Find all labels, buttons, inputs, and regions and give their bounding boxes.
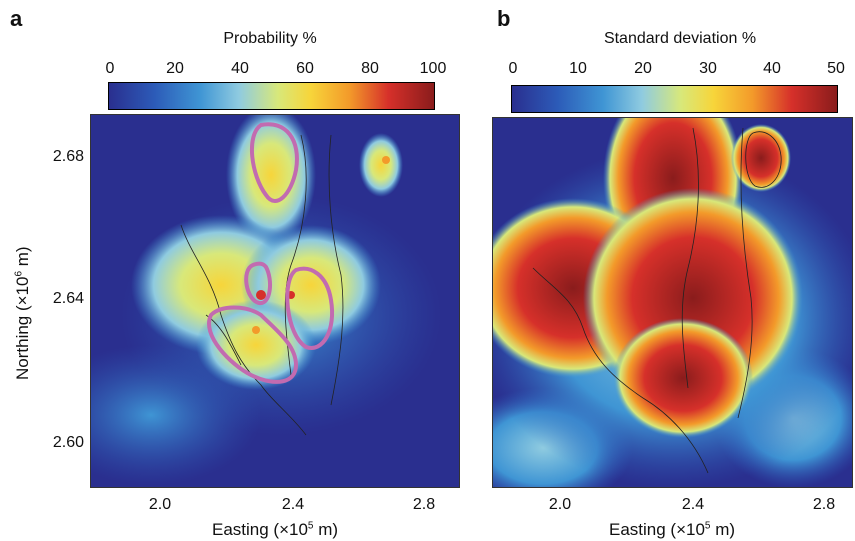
panel-a-xtick: 2.0: [148, 496, 172, 513]
panel-a-xlabel-exponent: 5: [307, 520, 314, 532]
panel-a-colorbar: [108, 82, 435, 110]
panel-a-outline: [249, 122, 299, 203]
panel-a-river: [328, 134, 344, 406]
panel-b-heatmap-svg: [493, 118, 852, 487]
panel-a-colorbar-tick: 60: [296, 60, 314, 77]
panel-b-river: [681, 127, 699, 389]
panel-a-river: [284, 134, 307, 376]
panel-a-xlabel-tail: m): [313, 520, 339, 539]
panel-a-ytick: 2.68: [52, 148, 84, 165]
panel-a-xlabel-main: Easting (×10: [211, 520, 308, 539]
panel-a-heatmap: [90, 114, 460, 488]
panel-b-river: [745, 131, 782, 188]
panel-b-xtick: 2.0: [548, 496, 572, 513]
panel-b-colorbar-tick: 50: [827, 60, 845, 77]
panel-a-ylabel-exponent: 6: [13, 270, 25, 277]
panel-a-ylabel-tail: m): [13, 246, 32, 271]
panel-b-letter: b: [497, 6, 511, 31]
panel-b-xtick: 2.4: [681, 496, 705, 513]
panel-b-xlabel: Easting (×105 m): [609, 520, 735, 540]
panel-b-river: [737, 127, 753, 419]
panel-a-hotspot: [382, 156, 390, 164]
panel-a-hotspot: [256, 290, 266, 300]
panel-b-colorbar-title: Standard deviation %: [603, 30, 757, 47]
panel-a-ytick: 2.64: [52, 290, 84, 307]
panel-a-colorbar-tick: 100: [419, 60, 447, 77]
panel-a-colorbar-tick: 20: [166, 60, 184, 77]
panel-b-xlabel-main: Easting (×10: [608, 520, 705, 539]
panel-b-colorbar-tick: 10: [569, 60, 587, 77]
panel-a-outline: [207, 305, 299, 384]
panel-b-xlabel-tail: m): [710, 520, 736, 539]
panel-a-ylabel: Northing (×106 m): [13, 246, 33, 380]
panel-a-colorbar-tick: 80: [361, 60, 379, 77]
panel-a-xlabel: Easting (×105 m): [212, 520, 338, 540]
panel-a-ytick: 2.60: [52, 434, 84, 451]
panel-a-xtick: 2.8: [412, 496, 436, 513]
panel-b-region-south: [613, 318, 753, 438]
panel-b-region-ne: [731, 124, 791, 192]
panel-b-colorbar-tick: 0: [508, 60, 518, 77]
panel-b-river: [532, 267, 709, 474]
panel-a-colorbar-title: Probability %: [223, 30, 317, 47]
panel-b-colorbar-tick: 30: [699, 60, 717, 77]
panel-b-colorbar-tick: 20: [634, 60, 652, 77]
panel-a-hotspot: [252, 326, 260, 334]
panel-a-ylabel-main: Northing (×10: [13, 276, 32, 380]
panel-a-outline: [285, 266, 335, 350]
panel-a-letter: a: [10, 6, 23, 31]
panel-a-xtick: 2.4: [281, 496, 305, 513]
panel-a-outline: [244, 261, 273, 305]
panel-a-colorbar-tick: 0: [105, 60, 115, 77]
panel-a-river: [180, 224, 307, 436]
panel-a-heatmap-svg: [91, 115, 459, 487]
panel-a-region-ne: [359, 133, 403, 197]
panel-b-xlabel-exponent: 5: [704, 520, 711, 532]
panel-b-heatmap: [492, 117, 853, 488]
panel-b-xtick: 2.8: [812, 496, 836, 513]
panel-b-colorbar-tick: 40: [763, 60, 781, 77]
panel-a-colorbar-tick: 40: [231, 60, 249, 77]
panel-a-region-north: [226, 115, 316, 245]
panel-b-colorbar: [511, 85, 838, 113]
